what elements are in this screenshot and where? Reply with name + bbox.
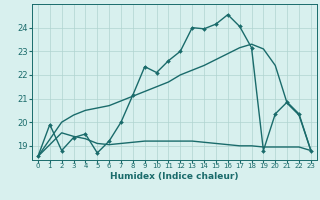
X-axis label: Humidex (Indice chaleur): Humidex (Indice chaleur) bbox=[110, 172, 239, 181]
